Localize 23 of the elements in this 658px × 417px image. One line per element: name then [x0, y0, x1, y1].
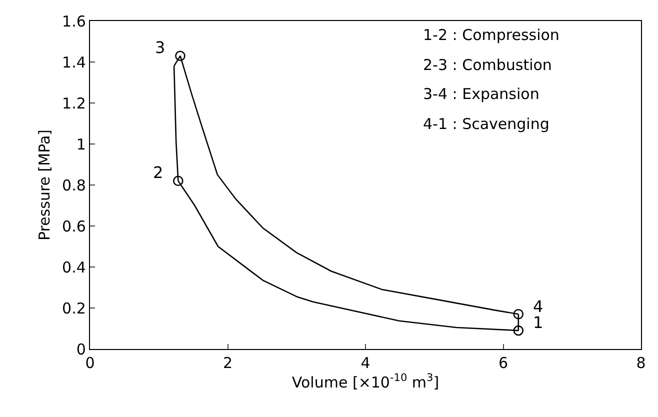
y-tick-label: 0.2 — [62, 299, 86, 318]
x-tick-label: 2 — [222, 354, 233, 372]
annotation: 2-3 : Combustion — [423, 56, 552, 74]
x-tick-label: 8 — [636, 354, 646, 372]
y-tick-label: 0.6 — [62, 217, 86, 236]
annotation: 1 — [533, 313, 544, 332]
annotation: 3 — [155, 38, 166, 57]
annotation: 1-2 : Compression — [423, 26, 560, 44]
x-tick-label: 4 — [360, 354, 370, 372]
annotation: 4 — [533, 297, 544, 316]
y-tick-label: 0 — [76, 340, 86, 358]
y-tick-label: 0.8 — [62, 176, 86, 194]
annotation: 2 — [153, 163, 164, 182]
annotation: 4-1 : Scavenging — [423, 115, 550, 133]
x-axis-title: Volume [×10$^{-10}$ m$^{3}$] — [292, 372, 440, 392]
y-tick-label: 1.6 — [62, 12, 86, 30]
y-tick-label: 0.4 — [62, 258, 86, 276]
y-tick-label: 1.2 — [62, 94, 86, 112]
x-tick-label: 6 — [498, 354, 508, 372]
annotation: 3-4 : Expansion — [423, 85, 540, 103]
y-tick-label: 1.4 — [62, 53, 86, 72]
y-axis-title: Pressure [MPa] — [35, 129, 54, 241]
y-tick-label: 1 — [76, 135, 86, 154]
